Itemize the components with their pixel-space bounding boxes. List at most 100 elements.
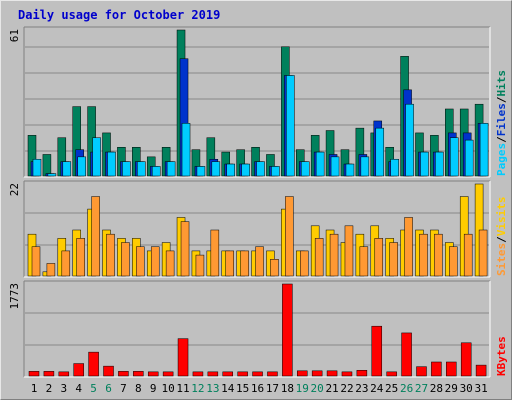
day-31-hits (474, 103, 489, 177)
day-29-hits (445, 108, 459, 177)
day-10-visits (161, 242, 175, 277)
bar-sites (344, 225, 354, 277)
day-label-23: 23 (355, 382, 368, 395)
day-12-hits (191, 149, 206, 177)
day-5-kbytes (88, 351, 99, 377)
day-label-4: 4 (75, 382, 82, 395)
day-6-hits (102, 132, 116, 177)
day-17-hits (266, 154, 280, 177)
day-30-kbytes (460, 342, 472, 377)
day-label-19: 19 (296, 382, 309, 395)
day-14-visits (221, 250, 234, 277)
day-7-visits (117, 238, 130, 277)
day-8-kbytes (133, 371, 144, 377)
legend-kbytes: KBytes (495, 336, 508, 376)
bar-pages (375, 127, 385, 177)
bar-pages (450, 137, 459, 177)
bar-kbytes (446, 361, 457, 377)
day-26-visits (400, 217, 413, 277)
day-8-visits (132, 238, 145, 277)
day-9-hits (146, 156, 161, 177)
day-17-visits (266, 250, 279, 277)
day-label-17: 17 (266, 382, 279, 395)
bar-kbytes (356, 370, 368, 377)
day-13-visits (206, 229, 220, 277)
day-label-3: 3 (60, 382, 67, 395)
day-label-10: 10 (162, 382, 175, 395)
day-label-15: 15 (236, 382, 249, 395)
day-29-visits (445, 242, 458, 277)
day-18-hits (281, 46, 295, 177)
bar-sites (195, 254, 205, 277)
bar-kbytes (252, 371, 263, 377)
bar-kbytes (58, 371, 70, 377)
bar-sites (329, 233, 339, 277)
day-12-visits (191, 250, 205, 277)
chart-title: Daily usage for October 2019 (18, 8, 220, 22)
day-17-kbytes (267, 371, 278, 377)
day-21-hits (325, 130, 340, 177)
bar-pages (420, 151, 429, 177)
bar-pages (286, 75, 295, 177)
bar-pages (479, 123, 489, 177)
day-18-visits (281, 196, 294, 277)
bar-kbytes (73, 363, 84, 377)
bar-sites (300, 250, 309, 277)
bar-kbytes (162, 371, 174, 377)
day-16-hits (251, 147, 265, 177)
day-26-hits (400, 56, 414, 177)
day-11-kbytes (177, 338, 189, 377)
bar-kbytes (386, 371, 397, 377)
day-22-hits (340, 149, 355, 177)
day-label-29: 29 (445, 382, 458, 395)
day-4-kbytes (73, 363, 84, 377)
panel-visits: 22 Sites/Visits (8, 180, 508, 278)
day-label-22: 22 (340, 382, 353, 395)
legend-item: / (495, 136, 508, 143)
bar-kbytes (475, 364, 487, 377)
day-31-visits (474, 183, 488, 277)
day-10-hits (161, 147, 176, 177)
bar-kbytes (401, 332, 412, 377)
bar-pages (77, 156, 86, 177)
y-max-label-kbytes: 1773 (8, 283, 21, 310)
bar-kbytes (207, 371, 219, 377)
day-4-hits (72, 106, 86, 177)
bar-pages (405, 103, 414, 177)
legend-item: KBytes (495, 336, 508, 376)
bar-pages (92, 137, 101, 177)
bar-kbytes (341, 371, 353, 377)
day-4-visits (72, 229, 85, 277)
day-15-kbytes (237, 371, 248, 377)
bar-pages (122, 161, 131, 177)
plot-area-kbytes (24, 281, 490, 377)
day-23-visits (355, 233, 369, 277)
bar-kbytes (282, 283, 293, 377)
bar-sites (463, 233, 473, 277)
day-label-1: 1 (31, 382, 38, 395)
bar-pages (256, 161, 265, 177)
day-label-26: 26 (400, 382, 413, 395)
day-28-kbytes (431, 361, 442, 377)
bar-sites (270, 259, 279, 277)
day-label-21: 21 (325, 382, 338, 395)
bar-sites (314, 238, 324, 277)
day-20-kbytes (311, 370, 323, 377)
day-11-hits (176, 29, 191, 177)
bar-pages (62, 161, 72, 177)
bar-pages (435, 151, 444, 177)
day-16-kbytes (252, 371, 263, 377)
bar-sites (255, 246, 264, 277)
day-label-12: 12 (191, 382, 204, 395)
bar-sites (240, 250, 249, 277)
bar-sites (106, 233, 115, 277)
bar-kbytes (222, 371, 233, 377)
day-label-13: 13 (206, 382, 219, 395)
day-label-14: 14 (221, 382, 235, 395)
day-14-hits (221, 151, 235, 177)
day-22-visits (340, 225, 354, 277)
day-20-visits (310, 225, 324, 277)
bar-kbytes (133, 371, 144, 377)
day-label-18: 18 (281, 382, 294, 395)
bar-sites (136, 246, 145, 277)
